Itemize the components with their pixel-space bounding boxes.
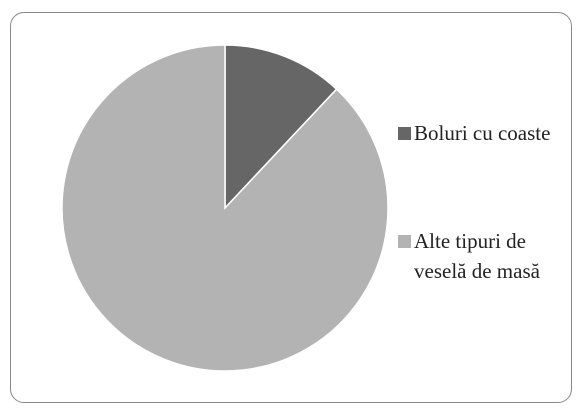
pie-slice bbox=[61, 44, 389, 372]
legend-swatch bbox=[398, 127, 411, 140]
legend-item: Boluri cu coaste bbox=[398, 118, 568, 148]
legend-item: Alte tipuri de veselă de masă bbox=[398, 226, 568, 286]
legend-swatch bbox=[398, 235, 411, 248]
legend-label: Alte tipuri de veselă de masă bbox=[414, 229, 540, 283]
chart-frame bbox=[10, 12, 572, 403]
pie-slice bbox=[224, 44, 338, 210]
legend-label: Boluri cu coaste bbox=[414, 121, 551, 145]
